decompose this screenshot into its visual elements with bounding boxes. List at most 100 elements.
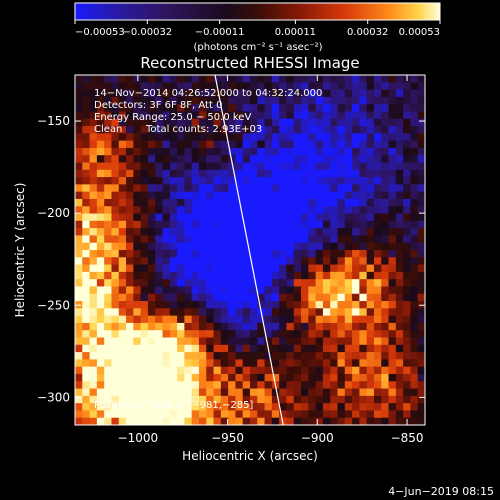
heatmap-cell [403, 169, 411, 178]
heatmap-cell [410, 155, 419, 163]
heatmap-cell [286, 111, 295, 120]
heatmap-cell [410, 75, 419, 83]
heatmap-cell [395, 104, 404, 112]
heatmap-cell [220, 191, 229, 200]
heatmap-cell [271, 250, 280, 258]
heatmap-cell [75, 235, 83, 244]
heatmap-cell [410, 242, 419, 251]
heatmap-cell [410, 228, 419, 236]
heatmap-cell [184, 220, 193, 229]
heatmap-cell [257, 228, 265, 236]
heatmap-cell [403, 198, 411, 207]
heatmap-cell [322, 257, 331, 265]
heatmap-cell [118, 395, 127, 404]
heatmap-cell [191, 228, 200, 236]
heatmap-cell [417, 366, 425, 375]
heatmap-cell [344, 388, 353, 397]
heatmap-cell [257, 293, 265, 302]
heatmap-cell [96, 191, 105, 200]
heatmap-cell [315, 403, 324, 411]
heatmap-cell [279, 213, 287, 222]
heatmap-cell [104, 235, 112, 244]
colorbar-gradient [74, 2, 441, 21]
heatmap-cell [155, 104, 163, 112]
heatmap-cell [322, 220, 331, 229]
heatmap-cell [133, 381, 142, 389]
heatmap-cell [403, 286, 411, 295]
heatmap-cell [104, 169, 112, 178]
heatmap-cell [359, 198, 368, 207]
heatmap-cell [352, 206, 360, 214]
heatmap-cell [359, 403, 368, 411]
heatmap-cell [315, 96, 324, 105]
heatmap-cell [417, 96, 425, 105]
heatmap-cell [140, 228, 149, 236]
heatmap-cell [250, 308, 258, 317]
heatmap-cell [322, 359, 331, 368]
heatmap-cell [388, 366, 397, 375]
heatmap-cell [410, 162, 419, 171]
heatmap-cell [104, 271, 112, 280]
heatmap-cell [184, 337, 193, 346]
heatmap-cell [118, 359, 127, 368]
heatmap-cell [395, 162, 404, 171]
heatmap-cell [184, 330, 193, 338]
heatmap-cell [228, 96, 236, 105]
heatmap-cell [75, 308, 83, 317]
heatmap-cell [206, 169, 214, 178]
heatmap-cell [191, 322, 200, 331]
heatmap-cell [330, 315, 338, 324]
heatmap-cell [381, 228, 389, 236]
heatmap-cell [126, 381, 134, 389]
heatmap-cell [111, 104, 120, 112]
heatmap-cell [75, 410, 83, 419]
heatmap-cell [147, 133, 156, 142]
heatmap-cell [271, 82, 280, 90]
heatmap-cell [322, 242, 331, 251]
heatmap-cell [89, 250, 98, 258]
heatmap-cell [388, 315, 397, 324]
heatmap-cell [228, 220, 236, 229]
heatmap-cell [133, 169, 142, 178]
heatmap-cell [191, 352, 200, 360]
heatmap-cell [373, 395, 382, 404]
heatmap-cell [373, 75, 382, 83]
heatmap-cell [359, 111, 368, 120]
heatmap-cell [228, 169, 236, 178]
heatmap-cell [417, 198, 425, 207]
heatmap-cell [395, 337, 404, 346]
heatmap-cell [111, 308, 120, 317]
heatmap-cell [104, 352, 112, 360]
heatmap-cell [242, 395, 251, 404]
heatmap-cell [220, 104, 229, 112]
heatmap-cell [410, 395, 419, 404]
heatmap-cell [133, 410, 142, 419]
heatmap-cell [352, 381, 360, 389]
heatmap-cell [75, 352, 83, 360]
heatmap-cell [82, 191, 90, 200]
heatmap-cell [89, 140, 98, 149]
heatmap-cell [359, 155, 368, 163]
heatmap-cell [155, 198, 163, 207]
heatmap-cell [417, 126, 425, 134]
heatmap-cell [118, 301, 127, 309]
heatmap-cell [344, 322, 353, 331]
heatmap-cell [250, 388, 258, 397]
heatmap-cell [403, 395, 411, 404]
heatmap-cell [184, 315, 193, 324]
heatmap-cell [140, 344, 149, 353]
heatmap-cell [96, 213, 105, 222]
heatmap-cell [410, 410, 419, 419]
heatmap-cell [257, 403, 265, 411]
heatmap-cell [235, 111, 244, 120]
heatmap-cell [228, 286, 236, 295]
heatmap-cell [213, 293, 222, 302]
heatmap-cell [330, 162, 338, 171]
heatmap-cell [191, 133, 200, 142]
heatmap-cell [366, 388, 375, 397]
heatmap-cell [177, 344, 185, 353]
heatmap-cell [410, 206, 419, 214]
heatmap-cell [395, 118, 404, 127]
heatmap-cell [264, 191, 273, 200]
heatmap-cell [366, 242, 375, 251]
